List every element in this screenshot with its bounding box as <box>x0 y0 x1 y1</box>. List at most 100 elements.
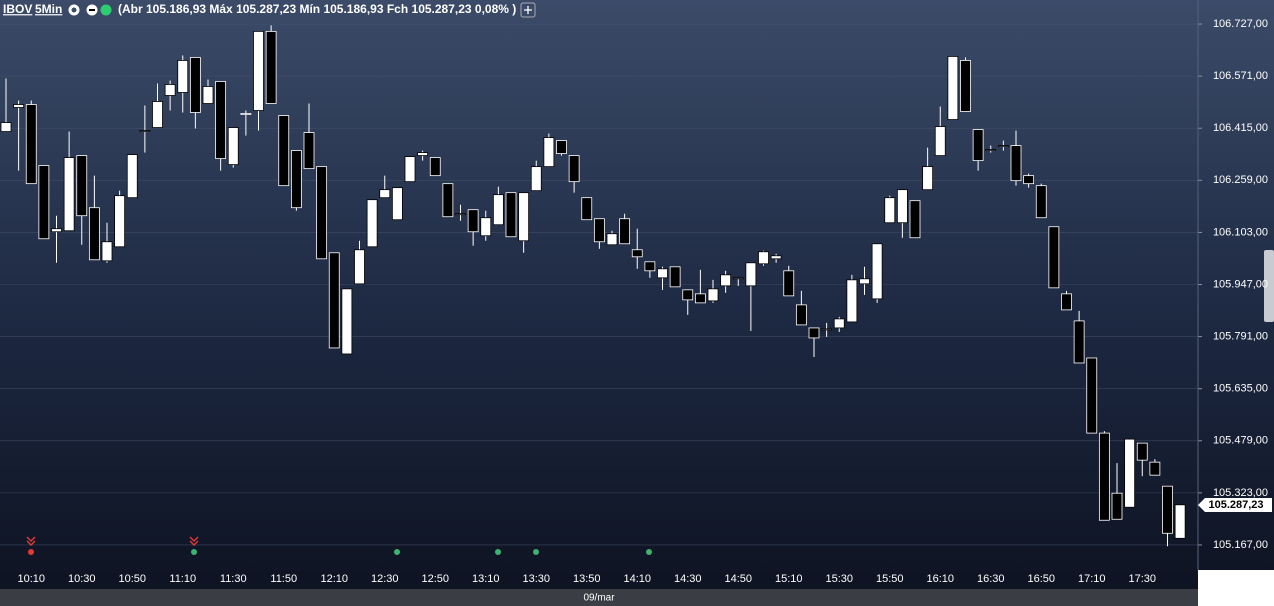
symbol[interactable]: IBOV <box>3 2 32 16</box>
candle-body <box>795 304 807 326</box>
candle-body <box>354 249 365 285</box>
y-tick-label: 106.571,00 <box>1213 70 1268 82</box>
candle-body <box>492 194 504 226</box>
candle-body <box>707 288 719 302</box>
candle-body <box>859 278 870 285</box>
candle-body <box>1048 226 1060 289</box>
candle-body <box>821 328 833 331</box>
candle-body <box>644 261 656 272</box>
x-tick-label: 17:30 <box>1128 573 1156 585</box>
candle-body <box>303 132 315 170</box>
y-tick-label: 105.947,00 <box>1213 278 1268 290</box>
y-tick-label: 105.323,00 <box>1213 487 1268 499</box>
sell-arrow <box>189 536 199 546</box>
candle-body <box>253 30 264 111</box>
y-tick-label: 106.259,00 <box>1213 174 1268 186</box>
candle-body <box>1073 320 1085 364</box>
candle-body <box>505 192 517 238</box>
x-tick-label: 12:30 <box>371 573 399 585</box>
sell-dot <box>28 549 34 555</box>
buy-dot <box>394 549 400 555</box>
x-tick-label: 13:50 <box>573 573 601 585</box>
candle-body <box>669 266 681 288</box>
candle-body <box>265 30 277 104</box>
interval[interactable]: 5Min <box>35 2 62 16</box>
candle-body <box>1086 357 1098 434</box>
candle-body <box>758 251 769 265</box>
x-tick-label: 15:10 <box>775 573 803 585</box>
candle-body <box>391 187 403 221</box>
candle-body <box>240 113 252 115</box>
candle-body <box>1035 185 1047 219</box>
candle-body <box>1023 175 1035 185</box>
candle-body <box>568 155 580 183</box>
candle-body <box>1149 461 1161 476</box>
candle-body <box>126 154 138 199</box>
candles <box>0 25 1186 547</box>
y-tick-label: 106.727,00 <box>1213 18 1268 30</box>
x-tick-label: 12:50 <box>421 573 449 585</box>
buy-dot <box>495 549 501 555</box>
scrollbar[interactable] <box>1264 250 1274 322</box>
candle-body <box>997 145 1009 147</box>
candle-body <box>455 213 466 216</box>
date-label: 09/mar <box>583 593 615 604</box>
candle-body <box>101 241 113 262</box>
candle-body <box>177 60 189 93</box>
x-tick-label: 14:30 <box>674 573 702 585</box>
candle-body <box>366 199 378 248</box>
candle-body <box>909 200 921 239</box>
candle-body <box>227 127 239 166</box>
candle-body <box>76 155 88 217</box>
candle-body <box>1174 504 1186 539</box>
candle-body <box>1136 442 1148 461</box>
add-button[interactable] <box>520 2 536 18</box>
candle-body <box>1124 438 1136 508</box>
x-tick-label: 11:10 <box>169 573 196 585</box>
candle-body <box>972 129 984 162</box>
candle-body <box>189 57 201 113</box>
candle-body <box>341 288 353 355</box>
x-tick-label: 15:50 <box>876 573 904 585</box>
candle-body <box>732 277 744 280</box>
candle-body <box>556 140 567 155</box>
candle-body <box>808 327 820 339</box>
corner <box>1198 570 1274 606</box>
candle-body <box>1010 145 1022 182</box>
candle-body <box>631 249 643 258</box>
candle-body <box>328 252 340 349</box>
candle-body <box>593 218 605 243</box>
x-tick-label: 16:50 <box>1027 573 1055 585</box>
candle-body <box>934 126 946 157</box>
x-tick-label: 10:10 <box>17 573 45 585</box>
x-tick-label: 15:30 <box>825 573 853 585</box>
candle-body <box>884 197 896 224</box>
candle-body <box>619 218 631 245</box>
x-tick-label: 10:50 <box>118 573 146 585</box>
candle-body <box>543 137 555 168</box>
x-tick-label: 16:10 <box>926 573 954 585</box>
y-tick-label: 106.415,00 <box>1213 122 1268 134</box>
candle-body <box>290 150 302 209</box>
x-tick-label: 10:30 <box>68 573 96 585</box>
candle-body <box>783 270 795 297</box>
candle-body <box>164 84 176 96</box>
candle-body <box>13 104 25 108</box>
candle-body <box>682 289 694 301</box>
x-tick-label: 17:10 <box>1078 573 1106 585</box>
candle-body <box>518 192 530 242</box>
candle-body <box>467 209 479 233</box>
candle-body <box>63 157 75 232</box>
x-tick-label: 14:10 <box>623 573 651 585</box>
status-icon <box>100 4 112 16</box>
candle-body <box>38 165 50 240</box>
candle-body <box>871 243 883 300</box>
candle-body <box>922 166 934 191</box>
candle-body <box>833 318 845 329</box>
candle-body <box>0 122 12 132</box>
candle-body <box>985 149 997 151</box>
buy-dot <box>533 549 539 555</box>
candle-body <box>480 217 492 237</box>
